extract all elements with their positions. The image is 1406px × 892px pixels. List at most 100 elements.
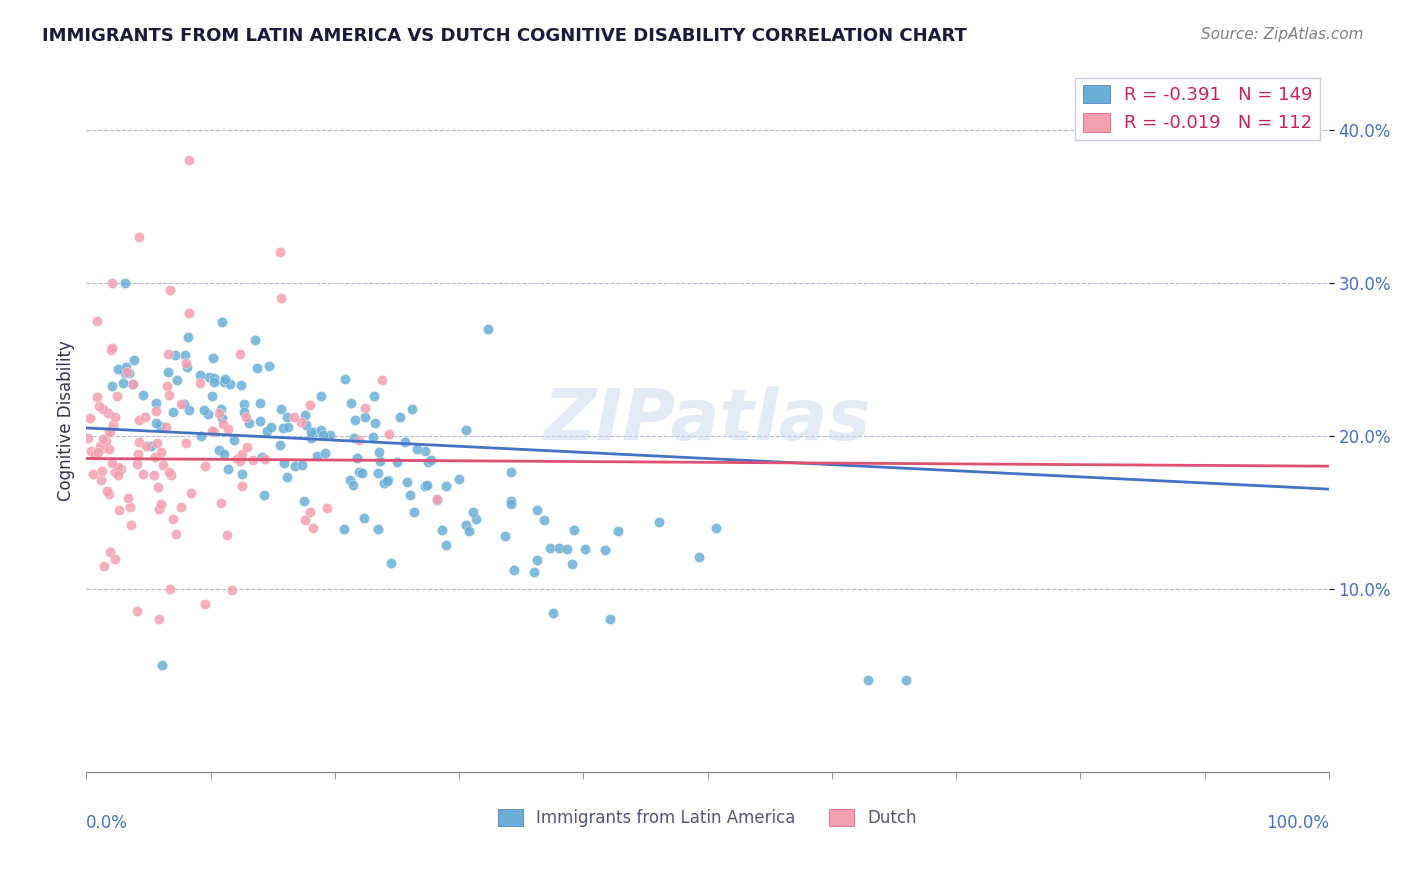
Point [302,521,325,535]
Point [180,485,202,500]
Point [533,513,555,527]
Point [202,375,225,389]
Point [249,414,271,428]
Point [304,425,326,439]
Point [162,512,184,526]
Point [454,517,477,532]
Point [128,434,150,449]
Point [294,408,316,422]
Point [177,402,200,417]
Point [101,417,124,432]
Point [177,330,200,344]
Point [110,461,132,475]
Point [91,464,114,478]
Point [502,563,524,577]
Point [212,447,235,461]
Point [96,434,118,448]
Point [121,376,143,391]
Point [309,389,332,403]
Point [152,458,174,473]
Point [148,502,170,516]
Point [150,658,173,673]
Point [214,372,236,386]
Point [704,520,727,534]
Point [385,455,408,469]
Point [120,518,142,533]
Point [176,359,198,374]
Point [156,346,179,360]
Point [314,446,336,460]
Point [188,376,211,390]
Point [394,435,416,450]
Point [82,467,104,481]
Point [426,491,449,506]
Point [155,419,177,434]
Point [157,388,180,402]
Point [260,420,283,434]
Point [270,291,292,305]
Point [157,465,180,479]
Point [201,351,224,365]
Point [194,458,217,473]
Point [127,604,149,618]
Point [347,433,370,447]
Point [98,425,121,440]
Point [238,416,260,430]
Point [211,417,233,432]
Point [316,500,339,515]
Point [211,410,233,425]
Point [149,497,172,511]
Point [398,488,420,502]
Point [194,597,217,611]
Point [208,406,231,420]
Point [160,467,183,482]
Point [79,411,101,425]
Point [599,612,621,626]
Point [87,399,110,413]
Point [388,410,411,425]
Point [346,450,368,465]
Point [364,416,387,430]
Point [204,371,226,385]
Point [229,378,252,392]
Point [257,359,280,373]
Point [97,406,120,420]
Point [401,402,423,417]
Point [100,343,122,357]
Point [201,389,224,403]
Point [347,466,370,480]
Point [434,478,457,492]
Point [688,550,710,565]
Point [406,442,429,456]
Point [354,409,377,424]
Point [396,475,419,490]
Point [245,333,267,347]
Point [454,423,477,437]
Point [96,484,118,499]
Point [548,541,571,556]
Point [128,229,150,244]
Point [141,439,163,453]
Point [894,673,917,688]
Point [367,466,389,480]
Point [100,276,122,290]
Point [271,421,294,435]
Point [212,376,235,390]
Point [253,488,276,502]
Point [353,511,375,525]
Point [98,544,121,558]
Point [856,673,879,688]
Point [270,402,292,417]
Point [298,505,321,519]
Point [430,523,453,537]
Point [231,479,253,493]
Point [361,430,384,444]
Point [148,612,170,626]
Point [89,439,111,453]
Point [607,524,630,539]
Point [201,424,224,438]
Point [249,396,271,410]
Point [420,453,443,467]
Point [104,551,127,566]
Point [163,348,186,362]
